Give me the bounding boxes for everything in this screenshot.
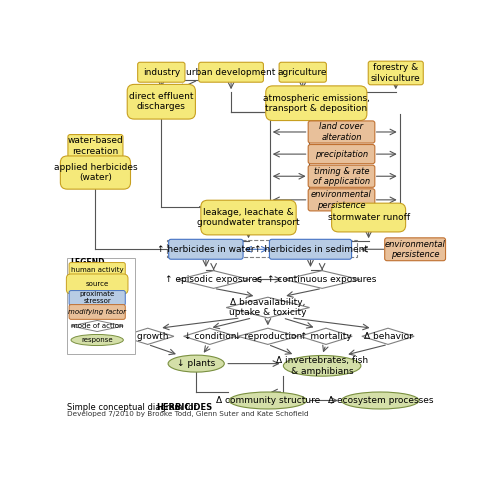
Text: HERBICIDES: HERBICIDES [156,402,212,411]
Text: Δ bioavailability,
uptake & toxicity: Δ bioavailability, uptake & toxicity [229,298,306,317]
Text: source: source [86,281,109,287]
FancyBboxPatch shape [332,203,406,232]
Text: atmospheric emissions,
transport & deposition: atmospheric emissions, transport & depos… [263,93,370,113]
FancyBboxPatch shape [66,274,128,294]
FancyBboxPatch shape [279,62,326,82]
Polygon shape [238,328,298,344]
Text: ↓ reproduction: ↓ reproduction [234,332,302,341]
FancyBboxPatch shape [266,86,367,121]
FancyBboxPatch shape [308,165,375,187]
Text: mode of action: mode of action [71,323,124,329]
Text: leakage, leachate &
groundwater transport: leakage, leachate & groundwater transpor… [197,208,300,227]
Polygon shape [226,297,310,318]
Text: stormwater runoff: stormwater runoff [328,213,409,222]
FancyBboxPatch shape [308,189,375,211]
Bar [167,240,357,257]
Text: ↓ condition: ↓ condition [184,332,236,341]
Ellipse shape [168,355,224,372]
FancyBboxPatch shape [308,121,375,143]
Text: ↓ plants: ↓ plants [177,359,216,368]
Text: Δ behavior: Δ behavior [364,332,412,341]
FancyBboxPatch shape [68,135,123,158]
FancyBboxPatch shape [138,62,185,82]
Text: timing & rate
of application: timing & rate of application [313,167,370,186]
Bar [67,258,135,354]
Text: urban development: urban development [186,68,276,77]
Text: precipitation: precipitation [315,149,368,159]
FancyBboxPatch shape [368,61,424,85]
Text: industry: industry [142,68,180,77]
FancyBboxPatch shape [308,145,375,164]
Text: modifying factor: modifying factor [68,309,126,315]
Text: ↑ herbicides in water: ↑ herbicides in water [157,245,254,254]
Text: environmental
persistence: environmental persistence [311,190,372,209]
Text: Δ invertebrates, fish
& amphibians: Δ invertebrates, fish & amphibians [276,356,368,376]
Text: ↑ mortality: ↑ mortality [300,332,352,341]
Text: applied herbicides
(water): applied herbicides (water) [54,163,137,182]
FancyBboxPatch shape [127,84,196,119]
Polygon shape [362,328,414,344]
Ellipse shape [284,355,361,376]
Ellipse shape [229,392,306,409]
Text: direct effluent
discharges: direct effluent discharges [129,92,194,112]
FancyBboxPatch shape [168,240,243,259]
Text: Developed 7/2010 by Brooke Todd, Glenn Suter and Kate Schofield: Developed 7/2010 by Brooke Todd, Glenn S… [67,411,309,417]
Text: Simple conceptual diagram for: Simple conceptual diagram for [67,402,200,411]
FancyBboxPatch shape [69,262,126,277]
Text: land cover
alteration: land cover alteration [320,122,364,142]
Text: proximate
stressor: proximate stressor [80,291,115,305]
Polygon shape [71,320,124,331]
Text: Δ growth: Δ growth [128,332,168,341]
Text: forestry &
silviculture: forestry & silviculture [371,63,420,83]
Text: ↑ episodic exposures: ↑ episodic exposures [165,275,262,284]
Polygon shape [300,328,352,344]
FancyBboxPatch shape [69,291,126,305]
FancyBboxPatch shape [270,240,351,259]
FancyBboxPatch shape [60,156,130,189]
Polygon shape [284,271,360,288]
Text: response: response [82,337,113,343]
Text: ↑ herbicides in sediment: ↑ herbicides in sediment [254,245,368,254]
FancyBboxPatch shape [384,238,446,261]
Text: Δ community structure: Δ community structure [216,396,320,405]
Text: Δ ecosystem processes: Δ ecosystem processes [328,396,433,405]
FancyBboxPatch shape [69,305,126,319]
Text: human activity: human activity [71,267,124,273]
Text: ↑ continuous exposures: ↑ continuous exposures [268,275,377,284]
Text: environmental
persistence: environmental persistence [384,240,446,259]
Polygon shape [184,328,236,344]
FancyBboxPatch shape [198,62,264,82]
Polygon shape [122,328,174,344]
Ellipse shape [342,392,419,409]
Text: agriculture: agriculture [278,68,328,77]
Text: LEGEND: LEGEND [70,258,105,267]
Polygon shape [178,271,250,288]
FancyBboxPatch shape [201,200,296,235]
Text: water-based
recreation: water-based recreation [68,137,124,156]
Ellipse shape [71,334,124,345]
